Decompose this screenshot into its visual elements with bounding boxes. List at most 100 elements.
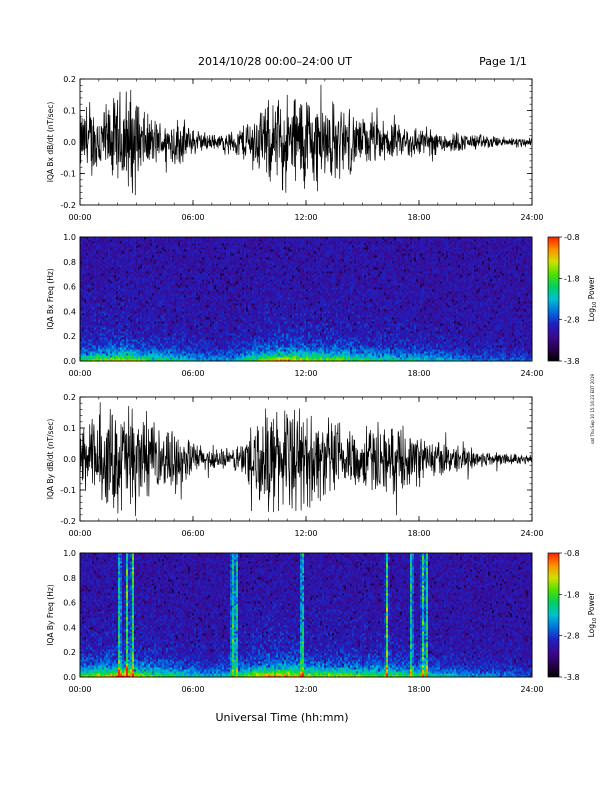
spectrogram-cell xyxy=(108,257,110,259)
spectrogram-cell xyxy=(100,287,102,289)
spectrogram-cell xyxy=(86,307,88,309)
spectrogram-cell xyxy=(110,333,112,335)
spectrogram-cell xyxy=(106,263,108,265)
spectrogram-cell xyxy=(110,251,112,253)
spectrogram-cell xyxy=(102,335,104,337)
spectrogram-cell xyxy=(88,289,90,291)
spectrogram-cell xyxy=(92,279,94,281)
spectrogram-cell xyxy=(112,355,114,357)
spectrogram-cell xyxy=(86,317,88,319)
spectrogram-cell xyxy=(108,345,110,347)
spectrogram-cell xyxy=(114,317,116,319)
spectrogram-cell xyxy=(112,319,114,321)
spectrogram-cell xyxy=(100,257,102,259)
spectrogram-cell xyxy=(102,313,104,315)
spectrogram-cell xyxy=(100,273,102,275)
spectrogram-cell xyxy=(98,323,100,325)
spectrogram-cell xyxy=(84,263,86,265)
spectrogram-cell xyxy=(112,251,114,253)
spectrogram-cell xyxy=(86,261,88,263)
spectrogram-cell xyxy=(92,289,94,291)
spectrogram-cell xyxy=(92,307,94,309)
spectrogram-cell xyxy=(96,335,98,337)
panel-bx-spectrogram: 0.00.20.40.60.81.000:00 06:00 12:00 18:00 24… xyxy=(46,233,544,378)
spectrogram-cell xyxy=(94,293,96,295)
spectrogram-cell xyxy=(90,293,92,295)
spectrogram-cell xyxy=(96,257,98,259)
spectrogram-cell xyxy=(84,289,86,291)
spectrogram-cell xyxy=(106,313,108,315)
spectrogram-cell xyxy=(100,309,102,311)
spectrogram-cell xyxy=(90,331,92,333)
spectrogram-cell xyxy=(108,277,110,279)
spectrogram-cell xyxy=(90,355,92,357)
spectrogram-cell xyxy=(84,321,86,323)
spectrogram-cell xyxy=(100,245,102,247)
spectrogram-cell xyxy=(106,347,108,349)
spectrogram-cell xyxy=(112,245,114,247)
spectrogram-cell xyxy=(108,325,110,327)
spectrogram-cell xyxy=(108,315,110,317)
spectrogram-cell xyxy=(88,305,90,307)
spectrogram-cell xyxy=(110,247,112,249)
spectrogram-cell xyxy=(106,343,108,345)
spectrogram-cell xyxy=(108,347,110,349)
spectrogram-cell xyxy=(100,353,102,355)
spectrogram-cell xyxy=(84,249,86,251)
spectrogram-cell xyxy=(104,317,106,319)
spectrogram-cell xyxy=(112,311,114,313)
spectrogram-cell xyxy=(100,275,102,277)
spectrogram-cell xyxy=(90,251,92,253)
spectrogram-cell xyxy=(114,319,116,321)
spectrogram-cell xyxy=(84,269,86,271)
spectrogram-cell xyxy=(110,307,112,309)
spectrogram-cell xyxy=(108,299,110,301)
spectrogram-cell xyxy=(82,305,84,307)
spectrogram-cell xyxy=(88,279,90,281)
spectrogram-cell xyxy=(102,297,104,299)
spectrogram-cell xyxy=(102,239,104,241)
spectrogram-cell xyxy=(96,291,98,293)
spectrogram-cell xyxy=(98,341,100,343)
spectrogram-cell xyxy=(84,299,86,301)
spectrogram-cell xyxy=(114,295,116,297)
spectrogram-cell xyxy=(82,349,84,351)
spectrogram-cell xyxy=(84,339,86,341)
spectrogram-cell xyxy=(98,253,100,255)
spectrogram-cell xyxy=(88,251,90,253)
spectrogram-cell xyxy=(84,267,86,269)
spectrogram-cell xyxy=(90,277,92,279)
spectrogram-cell xyxy=(106,337,108,339)
spectrogram-cell xyxy=(100,325,102,327)
spectrogram-cell xyxy=(94,257,96,259)
spectrogram-cell xyxy=(82,315,84,317)
spectrogram-cell xyxy=(104,339,106,341)
spectrogram-cell xyxy=(96,355,98,357)
spectrogram-cell xyxy=(86,241,88,243)
spectrogram-cell xyxy=(86,343,88,345)
spectrogram-cell xyxy=(92,337,94,339)
spectrogram-cell xyxy=(98,279,100,281)
spectrogram-cell xyxy=(84,341,86,343)
spectrogram-cell xyxy=(84,265,86,267)
spectrogram-cell xyxy=(82,279,84,281)
spectrogram-cell xyxy=(82,251,84,253)
spectrogram-cell xyxy=(102,255,104,257)
spectrogram-cell xyxy=(82,341,84,343)
spectrogram-cell xyxy=(94,247,96,249)
spectrogram-cell xyxy=(94,345,96,347)
spectrogram-cell xyxy=(100,335,102,337)
spectrogram-cell xyxy=(94,315,96,317)
spectrogram-cell xyxy=(114,345,116,347)
spectrogram-cell xyxy=(94,333,96,335)
spectrogram-cell xyxy=(82,249,84,251)
spectrogram-cell xyxy=(112,303,114,305)
spectrogram-cell xyxy=(90,271,92,273)
spectrogram-cell xyxy=(114,351,116,353)
figure: 2014/10/28 00:00–24:00 UT Page 1/1 -0.2-… xyxy=(0,0,612,792)
spectrogram-cell xyxy=(98,275,100,277)
spectrogram-cell xyxy=(92,253,94,255)
spectrogram-cell xyxy=(98,347,100,349)
spectrogram-cell xyxy=(92,311,94,313)
spectrogram-cell xyxy=(84,293,86,295)
